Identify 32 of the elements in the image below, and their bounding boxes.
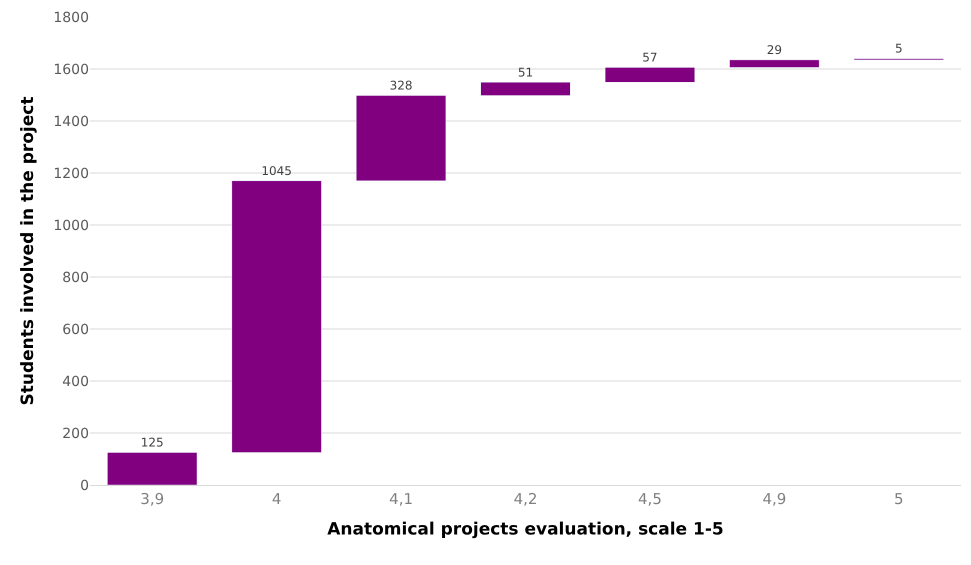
y-axis-title: Students involved in the project <box>18 96 38 406</box>
data-label: 5 <box>894 42 903 56</box>
data-label: 51 <box>518 65 534 80</box>
x-tick-label: 5 <box>894 490 904 508</box>
y-tick-label: 0 <box>80 478 89 494</box>
data-label: 125 <box>140 436 164 450</box>
bar <box>729 60 820 68</box>
x-axis-title: Anatomical projects evaluation, scale 1-5 <box>327 519 724 540</box>
bar <box>604 67 695 83</box>
bar <box>107 452 198 485</box>
x-tick-label: 4,9 <box>762 490 786 508</box>
y-tick-label: 400 <box>62 374 89 390</box>
y-tick-label: 600 <box>62 322 89 338</box>
y-tick-label: 1800 <box>53 10 89 26</box>
bar <box>356 95 446 182</box>
data-label: 29 <box>766 42 782 57</box>
x-tick-label: 3,9 <box>140 490 164 508</box>
y-tick-label: 1400 <box>53 114 89 130</box>
x-tick-label: 4,2 <box>514 490 538 508</box>
data-label: 328 <box>390 78 413 93</box>
data-label: 1045 <box>261 164 292 178</box>
y-tick-label: 800 <box>62 270 89 286</box>
y-tick-label: 200 <box>62 426 89 442</box>
x-tick-label: 4,5 <box>638 490 662 508</box>
bar <box>232 180 322 453</box>
data-label: 57 <box>642 50 658 64</box>
bar <box>480 82 571 96</box>
y-tick-label: 1600 <box>53 62 89 78</box>
y-tick-label: 1200 <box>53 166 89 182</box>
x-tick-label: 4,1 <box>389 490 413 508</box>
y-tick-label: 1000 <box>53 218 89 234</box>
x-tick-label: 4 <box>272 490 282 508</box>
